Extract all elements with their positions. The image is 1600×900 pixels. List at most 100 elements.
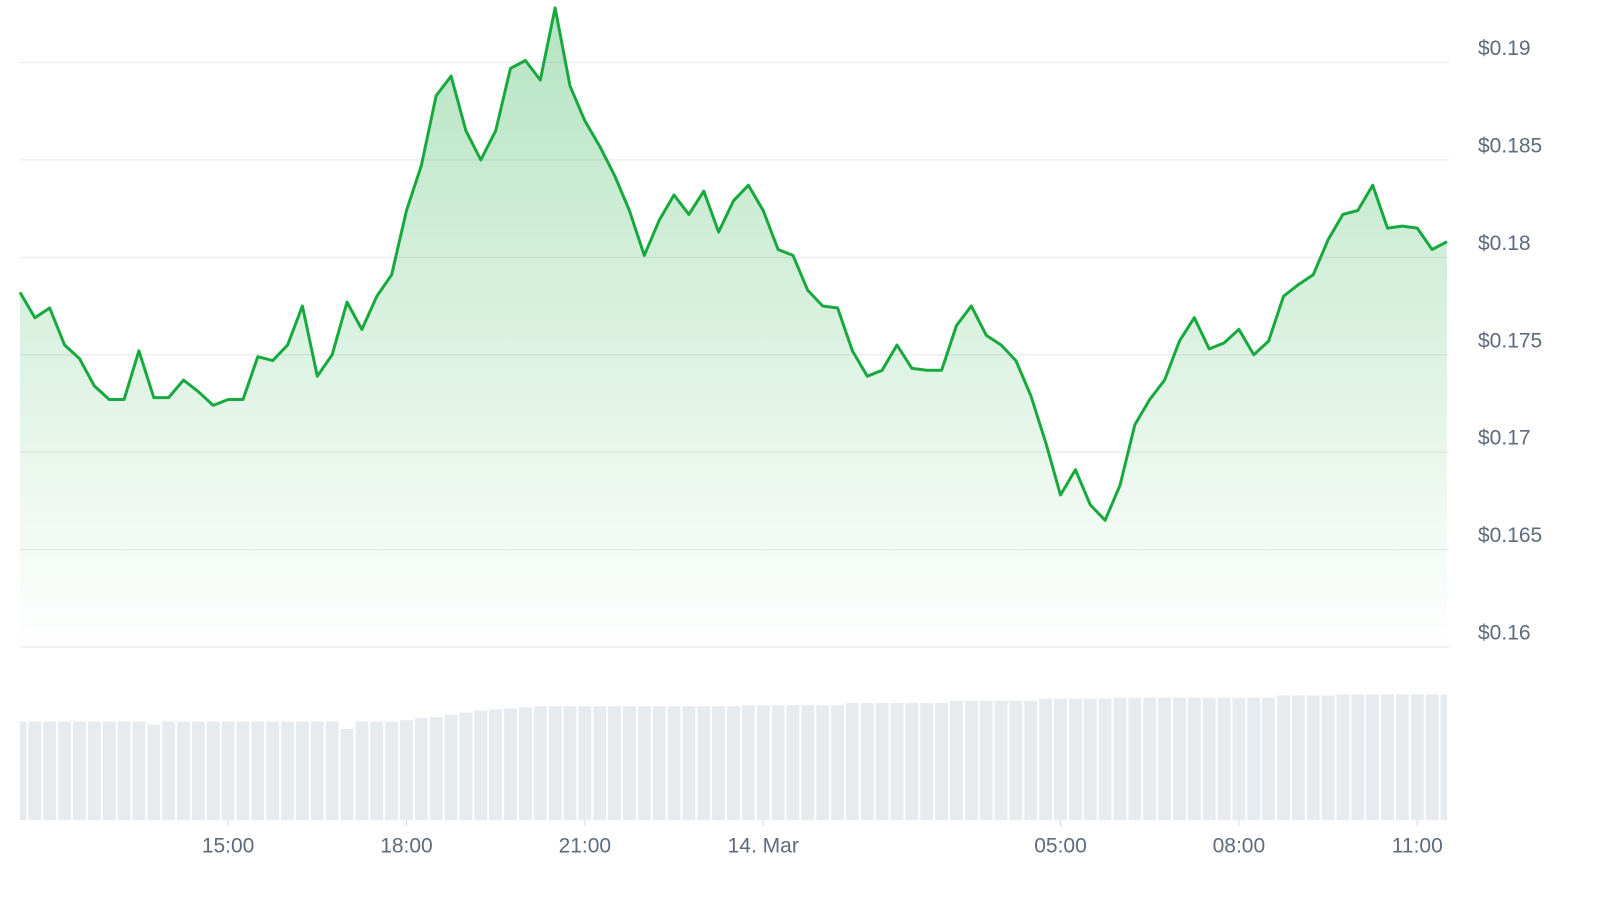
volume-bar: [1068, 698, 1082, 820]
x-tick-label: 21:00: [559, 835, 612, 858]
volume-bar: [1158, 697, 1172, 820]
volume-bar: [801, 705, 815, 820]
volume-bar: [73, 721, 86, 820]
x-tick-label: 05:00: [1034, 835, 1087, 858]
volume-bar: [177, 721, 190, 820]
volume-bar: [385, 721, 399, 820]
volume-bar: [1009, 700, 1023, 820]
volume-bar: [608, 706, 622, 820]
x-tick-label: 18:00: [380, 835, 433, 858]
volume-bar: [325, 721, 339, 820]
volume-bar: [28, 721, 42, 820]
volume-bar: [1217, 697, 1231, 820]
volume-bar: [890, 703, 904, 820]
volume-bar: [1291, 695, 1305, 820]
price-area: [20, 7, 1447, 647]
volume-bar: [355, 721, 369, 820]
y-tick-label: $0.185: [1478, 134, 1542, 157]
volume-bar: [1113, 697, 1127, 820]
y-tick-label: $0.16: [1478, 622, 1531, 645]
volume-bar: [162, 721, 176, 820]
volume-bar: [727, 706, 740, 820]
volume-bar: [429, 717, 443, 820]
volume-bar: [935, 703, 949, 820]
volume-bar: [548, 706, 562, 820]
volume-bar: [444, 714, 458, 820]
volume-bar: [741, 705, 755, 820]
volume-bar: [117, 721, 131, 820]
volume-bar: [474, 710, 488, 820]
volume-bar: [132, 721, 146, 820]
volume-bar: [147, 724, 161, 820]
volume-bar: [667, 706, 681, 820]
volume-bar: [860, 703, 874, 820]
volume-bar: [43, 721, 57, 820]
x-tick-label: 08:00: [1213, 835, 1266, 858]
volume-bar: [1262, 697, 1276, 820]
volume-bar: [251, 721, 265, 820]
volume-bar: [102, 721, 116, 820]
volume-bar: [1098, 698, 1112, 820]
volume-bar: [1232, 697, 1246, 820]
volume-bar: [979, 700, 993, 820]
volume-bar: [771, 705, 785, 820]
volume-bar: [1054, 698, 1067, 820]
volume-bar: [370, 721, 384, 820]
volume-bar: [191, 721, 205, 820]
volume-bar: [1024, 700, 1038, 820]
volume-bar: [310, 721, 324, 820]
volume-bar: [340, 729, 354, 820]
y-tick-label: $0.18: [1478, 232, 1531, 255]
volume-bar: [206, 721, 220, 820]
volume-bar: [489, 709, 503, 820]
volume-bar: [593, 706, 607, 820]
volume-bar: [1336, 694, 1350, 820]
volume-bar: [831, 705, 844, 820]
volume-bar: [1143, 697, 1157, 820]
volume-bar: [845, 703, 859, 820]
volume-bar: [221, 721, 235, 820]
volume-bar: [1039, 698, 1053, 820]
volume-bar: [1187, 697, 1201, 820]
volume-bar: [637, 706, 651, 820]
volume-bar: [1128, 697, 1142, 820]
volume-bar: [20, 721, 27, 820]
volume-bar: [816, 705, 830, 820]
volume-bar: [1395, 694, 1409, 820]
volume-bar: [295, 721, 309, 820]
volume-bar: [964, 700, 978, 820]
volume-bar: [682, 706, 696, 820]
volume-bar: [920, 703, 934, 820]
price-line: [18, 6, 1448, 522]
volume-bar: [1321, 695, 1335, 820]
volume-bar: [563, 706, 577, 820]
volume-bar: [652, 706, 666, 820]
y-tick-label: $0.17: [1478, 427, 1531, 450]
volume-bar: [1247, 697, 1261, 820]
volume-bar: [1440, 694, 1447, 820]
volume-bar: [950, 700, 963, 820]
volume-bar: [533, 706, 547, 820]
volume-bar: [459, 712, 473, 820]
volume-bar: [1277, 695, 1290, 820]
volume-bar: [875, 703, 889, 820]
volume-bar: [1410, 694, 1424, 820]
y-tick-label: $0.165: [1478, 524, 1542, 547]
volume-bar: [400, 720, 413, 820]
volume-bar: [578, 706, 592, 820]
volume-bar: [236, 721, 250, 820]
volume-bar: [1351, 694, 1365, 820]
x-tick-label: 11:00: [1392, 835, 1443, 858]
volume-bar: [697, 706, 711, 820]
volume-bar: [1366, 694, 1380, 820]
volume-bar: [786, 705, 800, 820]
volume-bar: [1202, 697, 1216, 820]
volume-bar: [994, 700, 1008, 820]
y-tick-label: $0.175: [1478, 329, 1542, 352]
volume-bar: [58, 721, 72, 820]
volume-bar: [87, 721, 101, 820]
volume-bar: [504, 708, 517, 820]
x-tick-label: 15:00: [202, 835, 255, 858]
